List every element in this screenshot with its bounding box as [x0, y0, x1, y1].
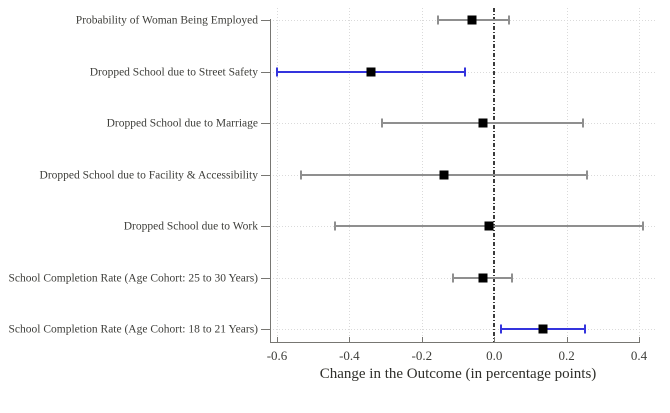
y-tick: [261, 20, 270, 21]
point-marker: [478, 273, 488, 282]
ci-cap-right: [511, 273, 514, 282]
y-tick: [261, 123, 270, 124]
ci-cap-right: [581, 118, 584, 128]
y-axis-line: [270, 19, 271, 343]
category-label: School Completion Rate (Age Cohort: 18 t…: [8, 323, 258, 336]
x-tick-label: -0.4: [339, 348, 360, 363]
point-marker: [484, 221, 494, 231]
y-tick: [261, 174, 270, 176]
x-tick-label: 0.4: [630, 348, 648, 363]
category-label: Dropped School due to Work: [123, 220, 258, 233]
x-tick: [494, 337, 496, 342]
y-tick: [261, 277, 270, 279]
ci-cap-right: [507, 15, 510, 25]
ci-cap-left: [299, 170, 302, 179]
x-tick-label: -0.6: [266, 348, 288, 363]
ci-cap-right: [585, 170, 588, 179]
category-label: Dropped School due to Facility & Accessi…: [39, 169, 258, 181]
gridline-horizontal: [270, 329, 656, 330]
ci-cap-right: [641, 221, 644, 231]
x-tick: [566, 337, 568, 342]
category-label: School Completion Rate (Age Cohort: 25 t…: [8, 272, 258, 284]
y-tick: [261, 329, 270, 330]
x-axis-line: [270, 342, 640, 343]
point-marker: [467, 15, 477, 25]
y-tick: [261, 71, 270, 73]
x-tick-label: -0.2: [411, 348, 433, 363]
x-tick: [277, 337, 278, 342]
x-tick: [421, 337, 423, 342]
point-marker: [478, 118, 488, 128]
category-label: Dropped School due to Marriage: [106, 117, 258, 130]
category-label: Probability of Woman Being Employed: [75, 14, 258, 27]
x-tick-label: 0.2: [558, 348, 575, 363]
x-axis-title: Change in the Outcome (in percentage poi…: [319, 366, 597, 382]
x-tick: [639, 337, 640, 342]
x-tick: [349, 337, 351, 342]
category-label: Dropped School due to Street Safety: [89, 66, 258, 78]
ci-cap-left: [437, 15, 440, 25]
ci-cap-right: [464, 67, 467, 76]
point-marker: [439, 170, 449, 179]
point-marker: [538, 324, 548, 334]
ci-cap-left: [500, 324, 503, 334]
point-marker: [366, 67, 376, 76]
ci-cap-left: [276, 67, 278, 76]
ci-cap-left: [333, 221, 336, 231]
x-tick-label: 0.0: [486, 348, 503, 363]
ci-cap-left: [380, 118, 383, 128]
ci-cap-right: [583, 324, 586, 334]
y-tick: [261, 226, 270, 227]
ci-cap-left: [451, 273, 454, 282]
